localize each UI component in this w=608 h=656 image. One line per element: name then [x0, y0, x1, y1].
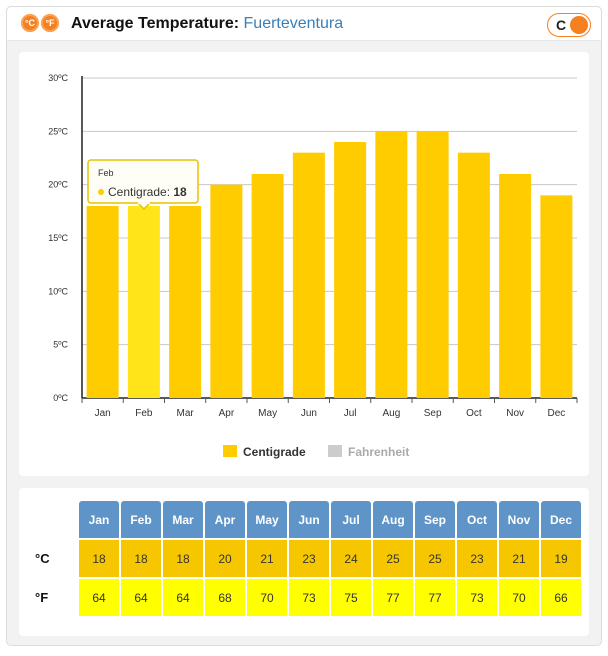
fahrenheit-cell: 68: [205, 579, 245, 616]
fahrenheit-cell: 64: [163, 579, 203, 616]
location-name: Fuerteventura: [243, 15, 344, 32]
fahrenheit-icon[interactable]: °F: [41, 14, 59, 32]
fahrenheit-cell: 64: [121, 579, 161, 616]
weather-widget: °C °F Average Temperature: Fuerteventura…: [6, 6, 602, 646]
legend-swatch-fahrenheit[interactable]: [328, 445, 342, 457]
fahrenheit-cell: 64: [79, 579, 119, 616]
celsius-cell: 25: [373, 540, 413, 577]
unit-toggle-label: C: [556, 17, 567, 33]
bar-jan[interactable]: [86, 206, 119, 398]
fahrenheit-cell: 75: [331, 579, 371, 616]
month-header: Nov: [499, 501, 539, 538]
bar-jun[interactable]: [292, 152, 325, 398]
y-tick-label: 5ºC: [53, 340, 68, 350]
x-tick-label: Nov: [506, 408, 524, 419]
table-corner: [27, 501, 77, 538]
x-tick-label: Jun: [301, 408, 317, 419]
y-tick-label: 0ºC: [53, 393, 68, 403]
y-tick-label: 15ºC: [48, 233, 68, 243]
month-header: Mar: [163, 501, 203, 538]
fahrenheit-row-label: °F: [35, 590, 49, 605]
table-panel: Jan Feb Mar Apr May Jun Jul Aug Sep Oct Nov Dec °C 1…: [19, 488, 589, 636]
widget-header: °C °F Average Temperature: Fuerteventura…: [7, 7, 601, 41]
fahrenheit-cell: 77: [415, 579, 455, 616]
celsius-cell: 19: [541, 540, 581, 577]
page-title: Average Temperature: Fuerteventura: [71, 14, 343, 34]
month-header: Oct: [457, 501, 497, 538]
unit-toggle[interactable]: C: [547, 13, 591, 37]
celsius-cell: 18: [79, 540, 119, 577]
bar-sep[interactable]: [416, 131, 449, 398]
x-tick-label: Apr: [219, 408, 235, 419]
celsius-cell: 25: [415, 540, 455, 577]
bar-mar[interactable]: [169, 206, 202, 398]
month-header: May: [247, 501, 287, 538]
month-header: Apr: [205, 501, 245, 538]
tooltip-pointer-mask: [137, 201, 150, 204]
bar-feb[interactable]: [127, 206, 160, 398]
toggle-knob-icon[interactable]: [570, 16, 588, 34]
month-header: Jul: [331, 501, 371, 538]
celsius-cell: 23: [457, 540, 497, 577]
bar-jul[interactable]: [334, 142, 367, 398]
bar-apr[interactable]: [210, 184, 243, 398]
x-tick-label: May: [258, 408, 277, 419]
month-header: Aug: [373, 501, 413, 538]
x-tick-label: Jan: [95, 408, 111, 419]
fahrenheit-cell: 73: [457, 579, 497, 616]
x-tick-label: Feb: [135, 408, 153, 419]
x-tick-label: Aug: [382, 408, 400, 419]
celsius-cell: 24: [331, 540, 371, 577]
fahrenheit-cell: 70: [247, 579, 287, 616]
y-tick-label: 30ºC: [48, 73, 68, 83]
temperature-bar-chart: 0ºC 5ºC 10ºC 15ºC 20ºC 25ºC 30ºC Jan Feb Mar Apr Ma…: [48, 73, 578, 459]
celsius-cell: 18: [121, 540, 161, 577]
celsius-cell: 20: [205, 540, 245, 577]
celsius-cell: 23: [289, 540, 329, 577]
month-header: Feb: [121, 501, 161, 538]
bar-may[interactable]: [251, 174, 284, 398]
x-tick-label: Oct: [466, 408, 482, 419]
celsius-row-label: °C: [35, 551, 50, 566]
tooltip-series-dot: [98, 189, 104, 195]
x-tick-label: Mar: [177, 408, 195, 419]
fahrenheit-cell: 66: [541, 579, 581, 616]
celsius-row: °C 18 18 18 20 21 23 24 25 25 23 21 19: [27, 540, 581, 577]
fahrenheit-cell: 73: [289, 579, 329, 616]
celsius-cell: 18: [163, 540, 203, 577]
chart-panel: 0ºC 5ºC 10ºC 15ºC 20ºC 25ºC 30ºC Jan Feb Mar Apr Ma…: [19, 52, 589, 476]
celsius-icon[interactable]: °C: [21, 14, 39, 32]
month-header: Jun: [289, 501, 329, 538]
fahrenheit-cell: 70: [499, 579, 539, 616]
x-tick-label: Dec: [547, 408, 565, 419]
tooltip-category: Feb: [98, 168, 114, 178]
month-header-row: Jan Feb Mar Apr May Jun Jul Aug Sep Oct Nov Dec: [27, 501, 581, 538]
bar-aug[interactable]: [375, 131, 408, 398]
month-header: Sep: [415, 501, 455, 538]
x-tick-label: Sep: [424, 408, 442, 419]
month-header: Dec: [541, 501, 581, 538]
y-tick-label: 25ºC: [48, 126, 68, 136]
legend-swatch-centigrade[interactable]: [223, 445, 237, 457]
fahrenheit-row: °F 64 64 64 68 70 73 75 77 77 73 70 66: [27, 579, 581, 616]
tooltip-series: Centigrade: 18: [108, 185, 187, 199]
title-label: Average Temperature:: [71, 15, 240, 32]
legend-label-fahrenheit[interactable]: Fahrenheit: [348, 445, 409, 459]
temperature-table: Jan Feb Mar Apr May Jun Jul Aug Sep Oct Nov Dec °C 1…: [25, 499, 583, 618]
fahrenheit-cell: 77: [373, 579, 413, 616]
month-header: Jan: [79, 501, 119, 538]
bar-dec[interactable]: [540, 195, 573, 398]
celsius-cell: 21: [247, 540, 287, 577]
y-tick-label: 10ºC: [48, 286, 68, 296]
legend-label-centigrade[interactable]: Centigrade: [243, 445, 306, 459]
bar-oct[interactable]: [457, 152, 490, 398]
bar-nov[interactable]: [499, 174, 532, 398]
y-tick-label: 20ºC: [48, 180, 68, 190]
x-tick-label: Jul: [344, 408, 357, 419]
celsius-cell: 21: [499, 540, 539, 577]
